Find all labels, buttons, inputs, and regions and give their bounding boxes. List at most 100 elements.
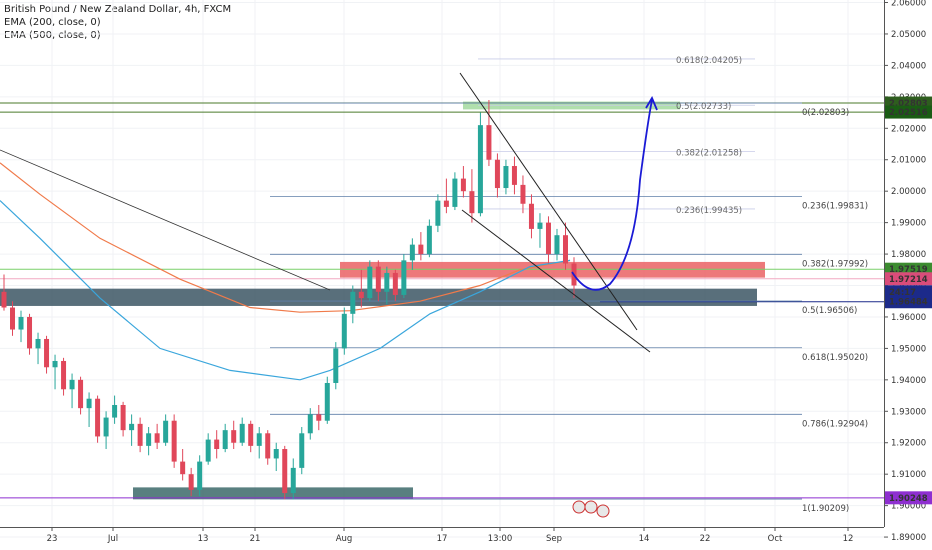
x-tick-label: Oct: [768, 534, 783, 544]
x-tick-label: 13:00: [488, 534, 513, 544]
candle-body: [392, 272, 398, 295]
candle-body: [222, 430, 228, 450]
y-tick-label: 1.98000: [891, 250, 926, 260]
candle-body: [265, 433, 271, 459]
candle-body: [528, 203, 534, 229]
candles-layer: [1, 99, 577, 500]
candle-body: [307, 414, 313, 434]
candle-body: [477, 125, 483, 214]
y-tick-label: 2.05000: [891, 30, 926, 40]
candle-body: [171, 420, 177, 462]
candle-body: [69, 379, 75, 390]
fib-label-0.618: 0.618(1.95020): [802, 353, 868, 363]
candle-body: [95, 398, 101, 437]
x-tick-label: 22: [700, 534, 711, 544]
candle-body: [146, 433, 152, 446]
candle-body: [61, 360, 67, 390]
candle-body: [418, 244, 424, 255]
candle-body: [350, 291, 356, 314]
candle-body: [120, 404, 126, 431]
y-tick-label: 1.99000: [891, 219, 926, 229]
y-tick-label: 1.92000: [891, 439, 926, 449]
candle-body: [44, 338, 50, 368]
y-tick-label: 2.06000: [891, 0, 926, 9]
fib-label-0.5: 0.5(1.96506): [802, 306, 857, 316]
price-label-bg: [885, 285, 932, 299]
x-tick-label: Sep: [546, 534, 562, 544]
x-tick-label: Aug: [336, 534, 353, 544]
candle-body: [290, 467, 296, 494]
candle-body: [426, 225, 432, 255]
candle-body: [299, 433, 305, 468]
price-label-text: 24:17: [889, 288, 916, 298]
event-icon: [572, 500, 586, 514]
candle-body: [112, 404, 118, 418]
candle-body: [52, 360, 58, 368]
price-label-text: 1.97519: [889, 265, 928, 275]
lower-trendline: [461, 209, 651, 353]
y-tick-label: 2.00000: [891, 187, 926, 197]
candle-body: [486, 125, 492, 160]
candle-body: [282, 449, 288, 494]
ema-layer: [0, 162, 571, 381]
candle-body: [435, 200, 441, 226]
x-tick-label: 13: [198, 534, 209, 544]
fib-ext-label: 0.236(1.99435): [676, 206, 742, 216]
price-label: 24:17: [885, 285, 932, 299]
projection-arrowhead: [645, 96, 658, 111]
base-zone: [133, 487, 413, 500]
price-label-text: 1.90248: [889, 494, 928, 504]
y-tick-label: 1.89000: [891, 533, 926, 543]
candle-body: [27, 316, 33, 349]
candle-body: [197, 461, 203, 490]
candle-body: [35, 338, 41, 349]
y-tick-label: 1.93000: [891, 407, 926, 417]
candle-body: [341, 313, 347, 349]
candle-body: [86, 398, 92, 409]
candle-body: [469, 191, 475, 214]
candle-body: [239, 423, 245, 443]
price-label-bg: [885, 295, 932, 309]
ema500-line: [0, 200, 571, 381]
candle-body: [562, 235, 568, 264]
price-axis[interactable]: 2.060002.050002.040002.030002.020002.010…: [884, 0, 932, 550]
candle-body: [188, 474, 194, 490]
candle-body: [324, 382, 330, 421]
x-tick-label: 14: [639, 534, 650, 544]
candle-body: [537, 222, 543, 229]
candle-body: [554, 235, 560, 255]
event-icon: [596, 504, 610, 518]
upper-trendline: [459, 72, 638, 331]
candle-body: [401, 260, 407, 295]
price-label-text: 1.97214: [889, 275, 928, 285]
price-label: 1.97214: [885, 272, 932, 286]
candle-body: [103, 417, 109, 437]
fib-ext-label: 0.618(2.04205): [676, 56, 742, 66]
fib-label-0: 0(2.02803): [802, 108, 849, 118]
candle-body: [273, 449, 279, 459]
y-tick-label: 1.95000: [891, 344, 926, 354]
candle-body: [214, 439, 220, 450]
candle-body: [316, 414, 322, 421]
candle-body: [545, 222, 551, 255]
price-label-text: 2.02803: [889, 99, 928, 109]
y-tick-label: 2.01000: [891, 156, 926, 166]
fib-label-0.786: 0.786(1.92904): [802, 419, 868, 429]
fib-label-1: 1(1.90209): [802, 504, 849, 514]
price-label-bg: [885, 491, 932, 505]
price-label: 1.90248: [885, 491, 932, 505]
candle-body: [452, 178, 458, 207]
fib-label-0.236: 0.236(1.99831): [802, 201, 868, 211]
price-label: 2.02516: [885, 105, 932, 119]
projection-arrow: [571, 99, 653, 291]
chart-title: British Pound / New Zealand Dollar, 4h, …: [4, 4, 232, 15]
time-axis[interactable]: 23 Jul 13 21 Aug 17 13:00 Sep 14 22 Oct 12: [0, 527, 884, 544]
event-badge: [572, 500, 610, 518]
candle-body: [1, 291, 7, 308]
drawing-layer: [0, 72, 658, 518]
price-label-bg: [885, 272, 932, 286]
ema200-line: [0, 162, 571, 313]
price-label-text: 1.96484: [889, 298, 928, 308]
candle-body: [163, 420, 169, 443]
